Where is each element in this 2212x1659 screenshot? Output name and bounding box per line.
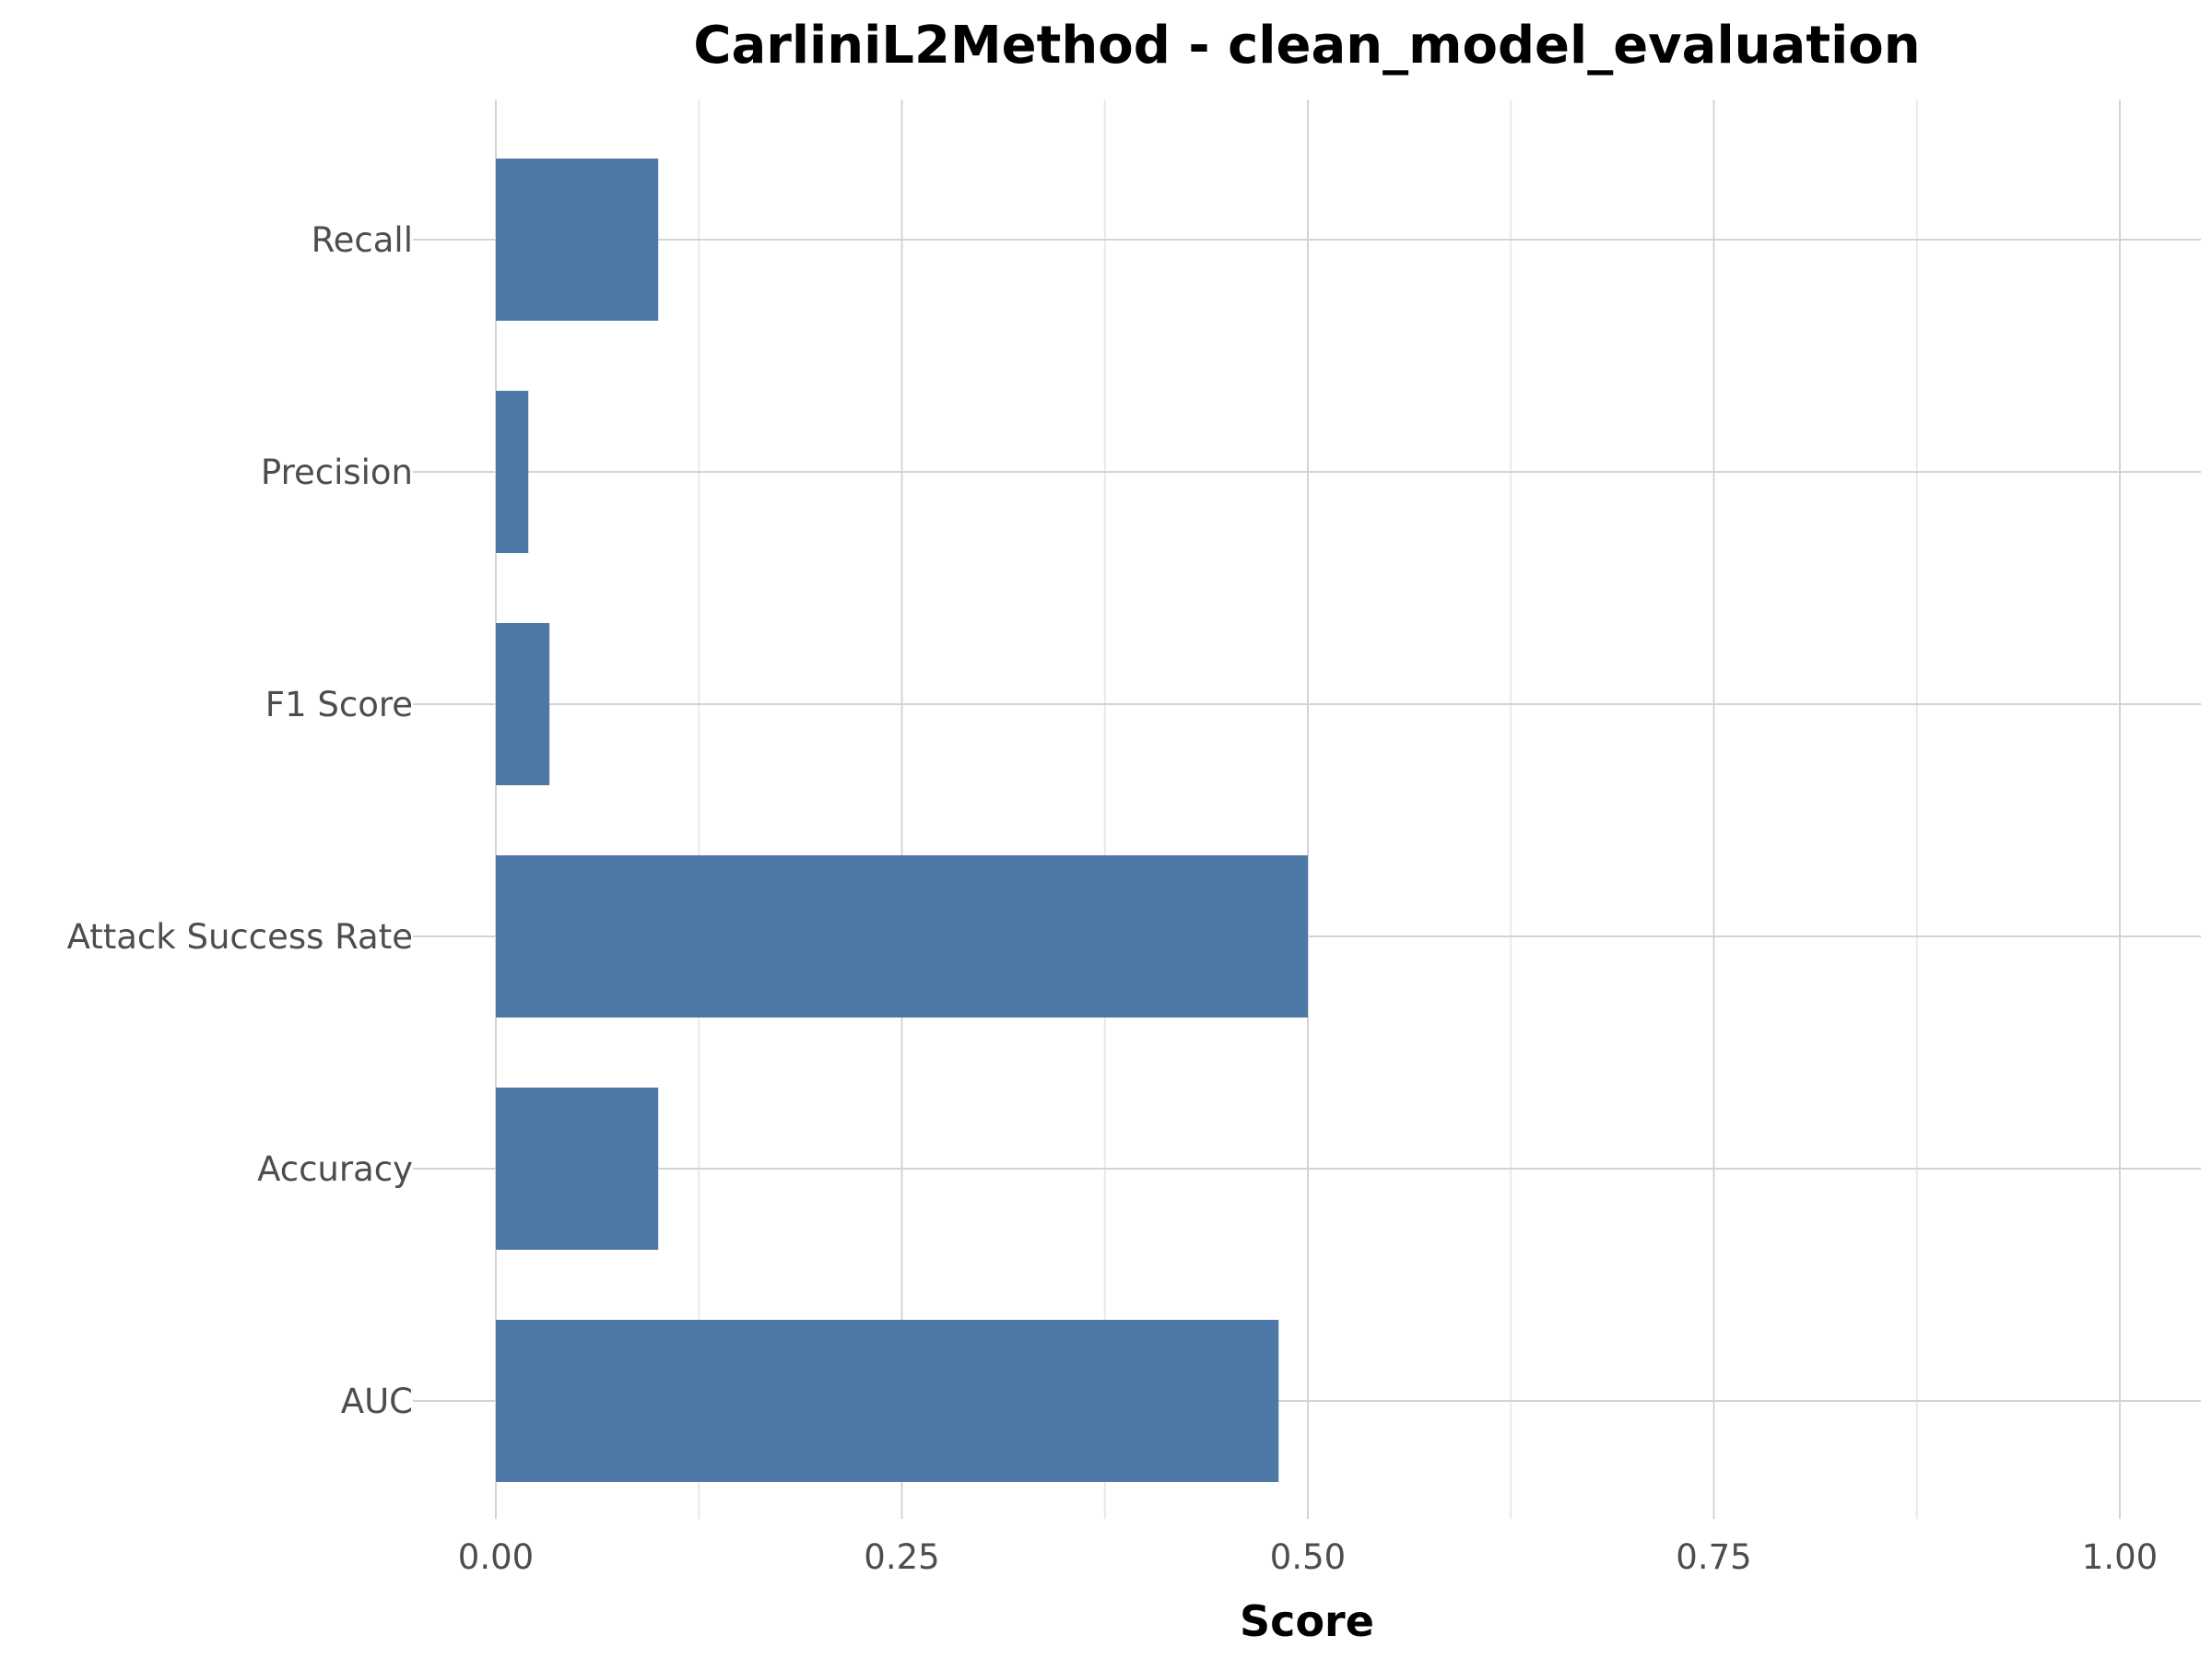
y-tick-label: Precision xyxy=(261,453,413,492)
bar-auc xyxy=(496,1320,1279,1482)
bar-attack-success-rate xyxy=(496,855,1308,1018)
x-axis-title: Score xyxy=(1240,1596,1374,1646)
bar-precision xyxy=(496,391,529,553)
y-tick-label: F1 Score xyxy=(265,685,413,724)
x-tick-label: 0.75 xyxy=(1676,1537,1751,1577)
y-tick-label: Accuracy xyxy=(257,1149,413,1189)
y-tick-labels: AUC Accuracy Attack Success Rate F1 Score Pr… xyxy=(67,220,413,1421)
y-tick-label: AUC xyxy=(341,1382,413,1421)
x-tick-label: 1.00 xyxy=(2082,1537,2158,1577)
bar-f1-score xyxy=(496,623,550,785)
x-tick-label: 0.25 xyxy=(864,1537,939,1577)
bar-accuracy xyxy=(496,1088,659,1250)
y-tick-label: Attack Success Rate xyxy=(67,917,413,957)
x-tick-label: 0.00 xyxy=(458,1537,534,1577)
bar-layer xyxy=(496,159,1308,1482)
x-tick-label: 0.50 xyxy=(1270,1537,1346,1577)
x-tick-labels: 0.00 0.25 0.50 0.75 1.00 xyxy=(458,1537,2158,1577)
bar-recall xyxy=(496,159,659,321)
grid-layer xyxy=(413,100,2201,1519)
y-tick-label: Recall xyxy=(312,220,413,260)
chart-title: CarliniL2Method - clean_model_evaluation xyxy=(693,16,1920,76)
